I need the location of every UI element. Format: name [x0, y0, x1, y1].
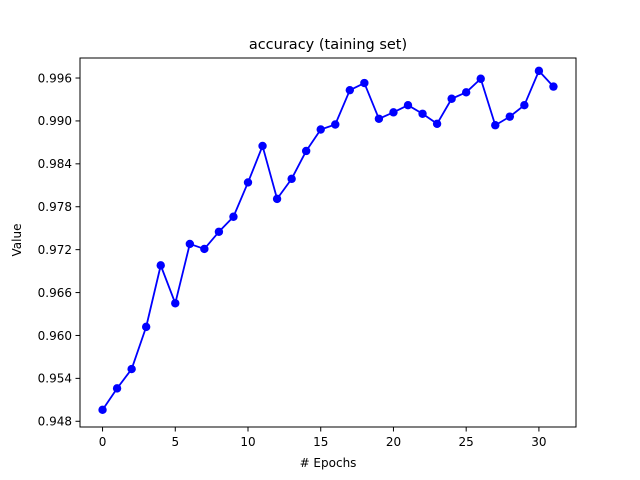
y-axis-label: Value	[10, 224, 24, 257]
x-tick-label: 25	[459, 435, 474, 449]
data-point	[447, 94, 456, 103]
data-point	[200, 244, 209, 254]
x-tick-label: 0	[99, 435, 107, 449]
x-tick-label: 5	[171, 435, 179, 449]
data-point	[287, 174, 296, 184]
data-point	[360, 78, 369, 88]
data-point	[432, 119, 442, 128]
y-tick-label: 0.990	[38, 114, 72, 128]
data-point	[461, 88, 471, 97]
data-point	[403, 101, 413, 110]
data-point	[214, 227, 224, 236]
y-tick-label: 0.954	[38, 372, 72, 386]
y-tick-label: 0.972	[38, 243, 72, 257]
data-point	[156, 261, 165, 270]
data-point	[243, 178, 253, 187]
data-point	[374, 114, 384, 123]
data-point	[505, 112, 515, 121]
data-point	[418, 109, 427, 118]
plot-background	[80, 58, 576, 427]
data-point	[229, 212, 238, 221]
x-axis-label: # Epochs	[300, 456, 357, 470]
data-point	[112, 384, 122, 393]
data-point	[185, 239, 195, 249]
data-point	[549, 82, 558, 91]
x-tick-label: 30	[531, 435, 546, 449]
series-layer	[98, 66, 558, 415]
axes-frame	[79, 57, 577, 428]
data-point	[316, 125, 325, 134]
data-point	[491, 121, 500, 130]
data-point	[389, 108, 398, 117]
data-point	[127, 364, 136, 374]
y-tick-label: 0.960	[38, 329, 72, 343]
x-tick-label: 10	[240, 435, 255, 449]
data-point	[98, 405, 107, 415]
data-point	[345, 85, 355, 95]
data-point	[301, 146, 311, 156]
data-point	[258, 141, 267, 151]
data-point	[141, 322, 151, 332]
data-point	[520, 101, 529, 110]
x-tick-label: 15	[313, 435, 328, 449]
y-tick-label: 0.984	[38, 157, 72, 171]
x-tick-label: 20	[386, 435, 401, 449]
y-tick-label: 0.948	[38, 415, 72, 429]
data-point	[534, 66, 544, 76]
data-point	[171, 299, 180, 308]
data-point	[272, 194, 282, 204]
chart-title: accuracy (taining set)	[249, 37, 407, 53]
y-tick-label: 0.966	[38, 286, 72, 300]
y-tick-label: 0.996	[38, 71, 72, 85]
data-point	[476, 74, 485, 83]
axes: 0 5 10 15 20 25 30 0.948 0.954 0.960 0.966 0.972 0.9…	[38, 57, 577, 449]
plot-area	[80, 58, 576, 427]
data-point	[331, 120, 340, 129]
y-tick-label: 0.978	[38, 200, 72, 214]
